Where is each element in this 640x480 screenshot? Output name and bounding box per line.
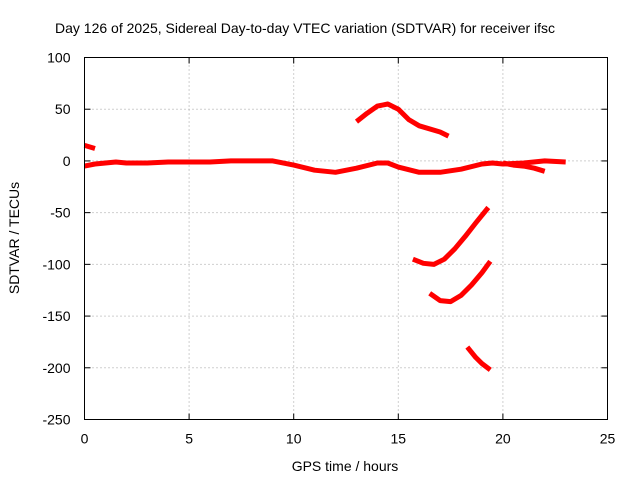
y-tick-labels: -250 -200 -150 -100 -50 0 50 100 (42, 50, 70, 428)
series-line-7 (467, 347, 490, 370)
plot-frame (85, 58, 608, 420)
series-line-6 (430, 261, 491, 301)
series-line-4 (357, 104, 449, 136)
chart-title: Day 126 of 2025, Sidereal Day-to-day VTE… (55, 20, 555, 36)
x-tick-label: 10 (286, 431, 302, 447)
series-line-2 (85, 161, 566, 172)
series-line-3 (503, 163, 545, 171)
x-tick-label: 20 (495, 431, 511, 447)
y-tick-label: 0 (63, 153, 71, 169)
x-tick-label: 15 (391, 431, 407, 447)
grid (85, 58, 608, 420)
y-tick-label: -150 (42, 308, 70, 324)
y-tick-label: -250 (42, 412, 70, 428)
y-tick-label: 50 (55, 101, 71, 117)
y-tick-label: -200 (42, 360, 70, 376)
x-tick-label: 5 (185, 431, 193, 447)
x-tick-labels: 0 5 10 15 20 25 (81, 431, 616, 447)
x-tick-label: 0 (81, 431, 89, 447)
ticks (85, 58, 608, 420)
y-axis-label: SDTVAR / TECUs (6, 182, 22, 294)
y-tick-label: 100 (47, 50, 71, 66)
series-layer (85, 104, 566, 370)
x-tick-label: 25 (600, 431, 616, 447)
x-axis-label: GPS time / hours (292, 458, 399, 474)
y-tick-label: -50 (50, 205, 70, 221)
series-line-1 (85, 145, 96, 148)
series-line-5 (413, 208, 488, 265)
y-tick-label: -100 (42, 256, 70, 272)
